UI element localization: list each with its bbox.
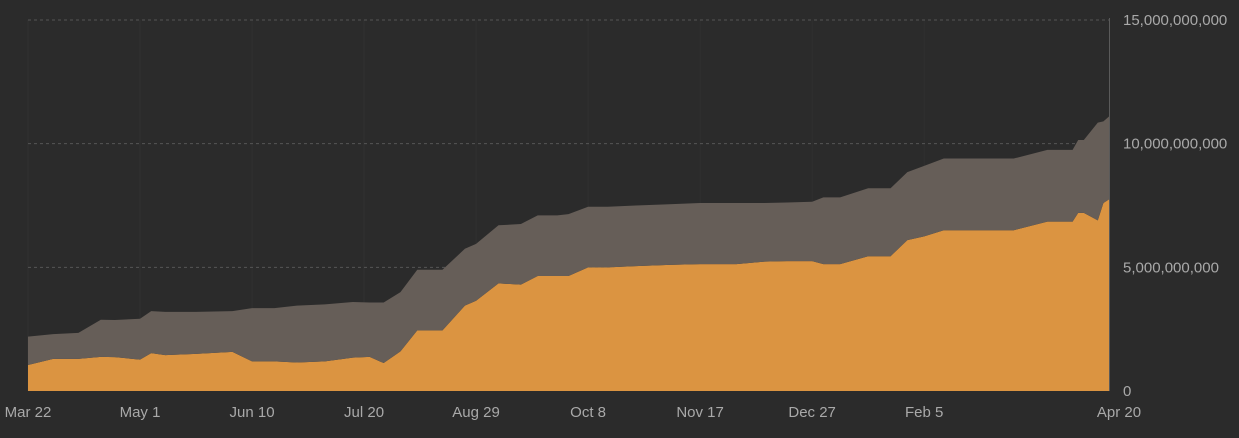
x-tick-label: Dec 27 [788,404,836,421]
x-tick-label: Aug 29 [452,404,500,421]
x-tick-label: Oct 8 [570,404,606,421]
y-axis-ticks: 0 5,000,000,000 10,000,000,000 15,000,000,0… [1123,12,1227,400]
x-tick-label: May 1 [120,404,161,421]
area-series-lower [28,199,1109,391]
x-tick-label: Apr 20 [1097,404,1141,421]
y-tick-label: 0 [1123,383,1131,400]
area-series-group [28,116,1109,391]
y-tick-label: 15,000,000,000 [1123,12,1227,29]
x-tick-label: Mar 22 [5,404,52,421]
x-tick-label: Jul 20 [344,404,384,421]
y-tick-label: 5,000,000,000 [1123,259,1219,276]
x-axis-ticks: Mar 22 May 1 Jun 10 Jul 20 Aug 29 Oct 8 Nov 17… [5,404,1141,421]
x-tick-label: Feb 5 [905,404,943,421]
y-tick-label: 10,000,000,000 [1123,136,1227,153]
area-series-upper [28,116,1109,366]
x-tick-label: Nov 17 [676,404,724,421]
x-tick-label: Jun 10 [230,404,275,421]
